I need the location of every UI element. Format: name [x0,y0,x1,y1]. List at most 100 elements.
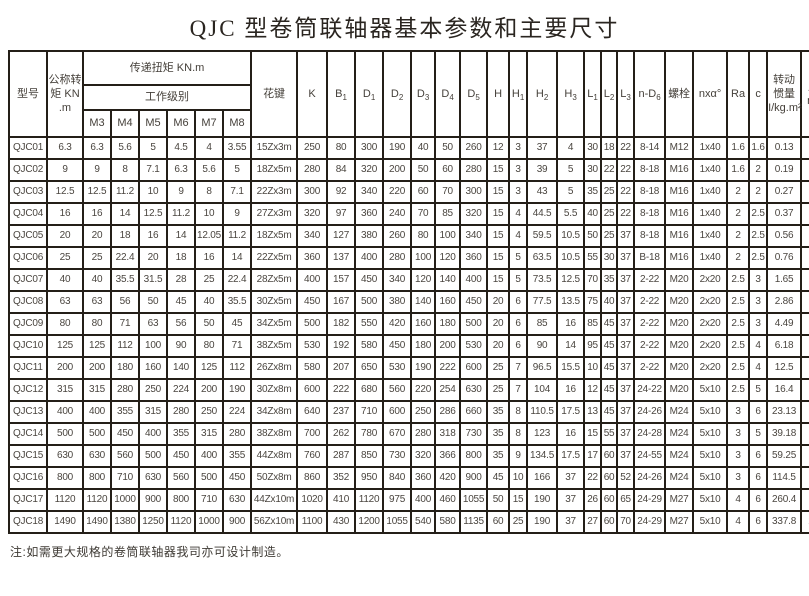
table-cell: 840 [382,466,413,490]
table-row: QJC11 200 200 180 160 140 125 112 26Zx8m 580 207 65… [8,356,809,380]
table-cell: 850 [354,444,385,468]
header-inertia: 转动惯量 I/kg.m² [766,50,803,138]
table-cell: 460 [434,488,462,512]
table-cell: 260 [459,136,489,160]
table-cell: 22 [616,180,636,204]
table-cell: 35.5 [221,290,253,314]
table-cell: 37 [616,356,636,380]
table-cell: 6.3 [82,136,112,160]
table-cell: 700 [296,422,329,446]
table-cell: 37 [556,510,586,534]
table-cell: 140 [410,290,437,314]
table-cell: 8-18 [633,202,667,226]
table-cell: 90 [166,334,196,358]
table-cell: 2.5 [726,356,751,380]
table-cell: 500 [459,312,489,336]
table-row: QJC16 800 800 710 630 560 500 450 50Zx8m 860 352 95… [8,466,809,490]
table-cell: 27 [583,510,603,534]
table-cell: 975 [382,488,413,512]
table-cell: 3 [748,268,769,292]
table-cell: 60 [600,488,619,512]
table-cell: 450 [354,268,385,292]
table-cell: 13.5 [556,290,586,314]
table-cell: 5x10 [692,400,729,424]
table-cell: M27 [664,510,695,534]
table-cell: 59.25 [766,444,803,468]
table-cell: 262 [326,422,357,446]
table-cell: 240 [382,202,413,226]
table-cell: QJC09 [8,312,48,336]
table-cell: 14 [166,224,196,248]
table-cell: 114.5 [766,466,803,490]
table-cell: 160 [138,356,168,380]
table-cell: 22 [616,136,636,160]
table-cell: M20 [664,312,695,336]
table-cell: 280 [296,158,329,182]
table-cell: 6.18 [766,334,803,358]
table-cell: 14 [110,202,140,226]
table-cell: 280 [110,378,140,402]
table-cell: 237 [326,400,357,424]
table-cell: 122 [800,290,809,314]
table-cell: 3 [726,444,751,468]
table-cell: 7 [508,356,529,380]
table-cell: 192 [326,334,357,358]
table-cell: 630 [459,378,489,402]
table-cell: 1x40 [692,246,729,270]
table-cell: 50 [583,224,603,248]
table-cell: 8-18 [633,224,667,248]
table-cell: 500 [138,444,168,468]
table-cell: 280 [221,422,253,446]
table-cell: 200 [434,334,462,358]
table-cell: 7.1 [138,158,168,182]
table-cell: 355 [221,444,253,468]
table-cell: QJC14 [8,422,48,446]
table-cell: 8-18 [633,158,667,182]
table-cell: 680 [354,378,385,402]
table-cell: M16 [664,202,695,226]
table-cell: 190 [221,378,253,402]
table-cell: 1120 [354,488,385,512]
table-header: 型号 公称转矩 KN .m 传递扭矩 KN.m 花键 K B1 D1 D2 D3… [8,50,809,138]
table-cell: 39 [526,158,559,182]
table-cell: QJC16 [8,466,48,490]
table-cell: 14 [221,246,253,270]
header-ra: Ra [726,50,751,138]
table-cell: 7.1 [221,180,253,204]
table-cell: 5 [508,268,529,292]
table-cell: 37 [616,400,636,424]
table-cell: 315 [46,378,84,402]
table-cell: 12 [486,136,511,160]
table-cell: 20 [486,290,511,314]
table-cell: 900 [459,466,489,490]
table-cell: 380 [354,224,385,248]
table-cell: 45 [221,312,253,336]
table-cell: 63 [138,312,168,336]
table-cell: 10 [508,466,529,490]
table-cell: 18.9 [800,136,809,160]
table-cell: 530 [296,334,329,358]
table-cell: 224 [166,378,196,402]
table-cell: 280 [459,158,489,182]
table-cell: 16 [556,422,586,446]
table-cell: 127 [326,224,357,248]
table-cell: M24 [664,466,695,490]
table-cell: 4 [748,334,769,358]
table-cell: 18 [110,224,140,248]
table-cell: 450 [459,290,489,314]
table-cell: 500 [82,422,112,446]
table-cell: 125 [46,334,84,358]
table-cell: M16 [664,246,695,270]
header-nominal-torque: 公称转矩 KN .m [46,50,84,138]
table-cell: 780 [354,422,385,446]
table-cell: 4.5 [166,136,196,160]
table-cell: QJC01 [8,136,48,160]
table-row: QJC15 630 630 560 500 450 400 355 44Zx8m 760 287 85… [8,444,809,468]
table-cell: 1120 [166,510,196,534]
table-cell: 32.8 [800,202,809,226]
table-cell: 400 [194,444,224,468]
table-cell: 22.4 [110,246,140,270]
table-cell: 34Zx8m [250,400,299,424]
table-cell: 2-22 [633,312,667,336]
table-cell: 1380 [110,510,140,534]
